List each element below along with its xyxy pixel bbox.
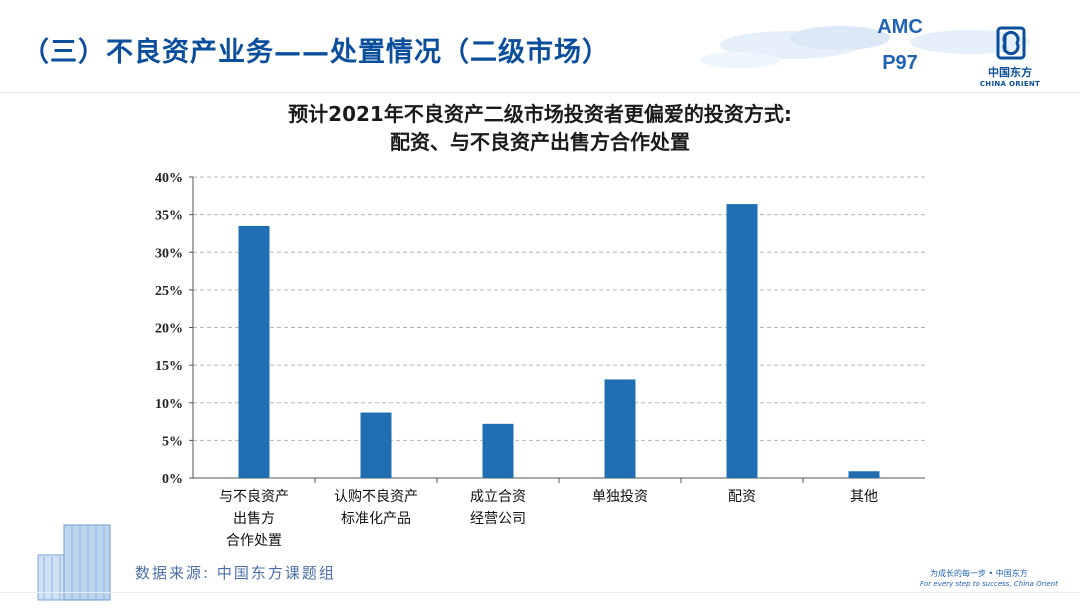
x-category-label-line: 经营公司 — [470, 511, 526, 527]
y-tick-label: 30% — [155, 246, 183, 261]
y-tick-label: 0% — [162, 472, 183, 487]
x-category-label-line: 单独投资 — [592, 489, 648, 505]
x-category-label: 与不良资产出售方合作处置 — [199, 486, 309, 552]
x-category-label-line: 合作处置 — [226, 533, 282, 549]
amc-label: AMC — [877, 16, 923, 38]
china-orient-logo: 中国东方 CHINA ORIENT — [975, 26, 1045, 96]
x-category-label-line: 标准化产品 — [341, 511, 411, 527]
page-number: P97 — [882, 52, 918, 74]
footer-divider — [0, 592, 1080, 593]
x-category-label-line: 成立合资 — [470, 489, 526, 505]
x-category-label-line: 配资 — [728, 489, 756, 505]
bar — [238, 225, 270, 478]
y-tick-label: 10% — [155, 397, 183, 412]
data-source-note: 数据来源: 中国东方课题组 — [135, 564, 336, 582]
x-category-label-line: 认购不良资产 — [334, 489, 418, 505]
chart-title-line-1: 预计2021年不良资产二级市场投资者更偏爱的投资方式: — [288, 102, 792, 126]
y-tick-label: 25% — [155, 284, 183, 299]
chart-title-line-2: 配资、与不良资产出售方合作处置 — [390, 130, 690, 154]
footer-slogan-cn: 为成长的每一步 • 中国东方 — [930, 569, 1028, 578]
bar — [360, 412, 392, 478]
cloud-decoration — [700, 26, 1030, 68]
bar — [604, 379, 636, 478]
x-category-label: 成立合资 经营公司 — [443, 486, 553, 530]
y-tick-label: 20% — [155, 322, 183, 337]
footer-slogan-en: For every step to success, China Orient — [920, 580, 1058, 588]
x-category-label: 单独投资 — [565, 486, 675, 508]
logo-text-en: CHINA ORIENT — [979, 80, 1041, 88]
x-category-label: 配资 — [687, 486, 797, 508]
x-category-label: 认购不良资产 标准化产品 — [321, 486, 431, 530]
logo-text-cn: 中国东方 — [988, 66, 1032, 79]
slide-title: （三）不良资产业务——处置情况（二级市场） — [22, 37, 610, 68]
bar — [482, 423, 514, 478]
x-category-label-line: 其他 — [850, 489, 878, 505]
building-illustration — [37, 524, 111, 601]
y-tick-label: 5% — [162, 434, 183, 449]
header-divider — [0, 92, 1080, 93]
bar — [726, 204, 758, 478]
x-category-label-line: 与不良资产 — [219, 489, 289, 505]
y-tick-label: 40% — [155, 171, 183, 186]
bar — [848, 471, 880, 478]
x-category-label-line: 出售方 — [233, 511, 275, 527]
x-category-label: 其他 — [809, 486, 919, 508]
y-tick-label: 15% — [155, 359, 183, 374]
y-tick-label: 35% — [155, 209, 183, 224]
logo-mark-icon — [996, 26, 1026, 60]
